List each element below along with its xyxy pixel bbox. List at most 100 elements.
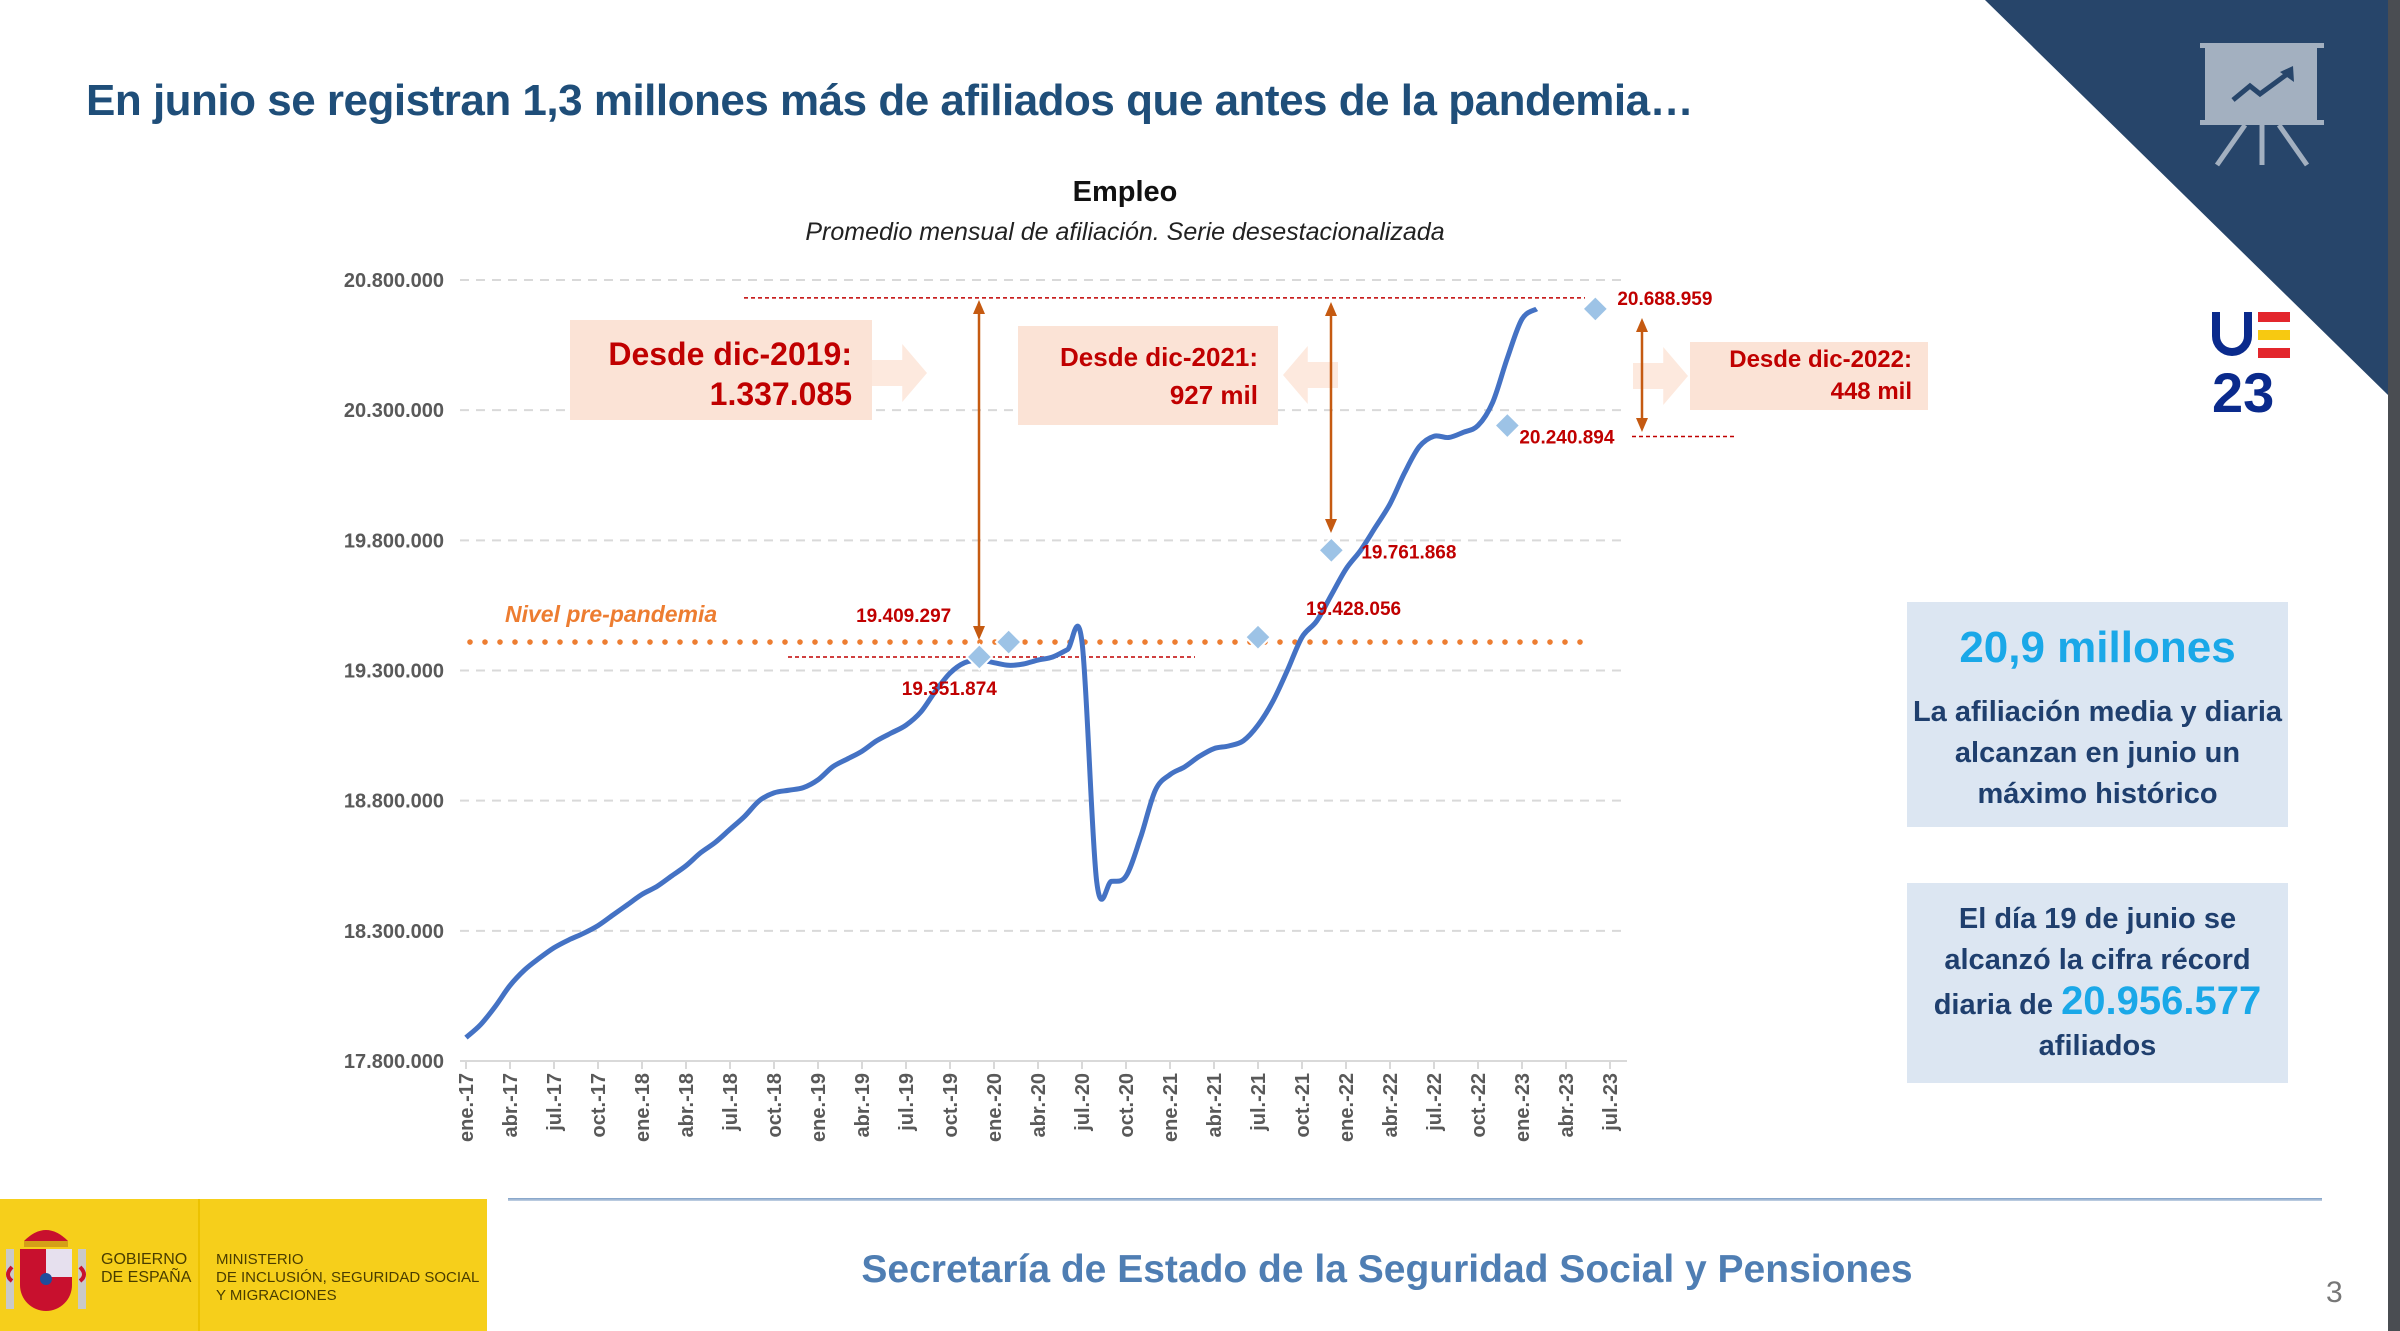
ue23-logo: 23 [2212,312,2290,420]
data-label: 20.688.959 [1617,289,1712,310]
x-axis: ene.-17 abr.-17 jul.-17 oct.-17 ene.-18 abr.-… [456,1060,1627,1142]
range-arrow-2019-head-down [973,626,985,640]
pre-pandemic-dot [887,639,893,645]
y-axis-ticks: 17.800.000 18.300.000 18.800.000 19.300.000… [344,270,444,1073]
window-edge [2388,0,2400,1331]
pre-pandemic-dot [1052,639,1058,645]
pre-pandemic-dot [1427,639,1433,645]
pre-pandemic-dot [842,639,848,645]
range-arrow-2021-head-up [1325,302,1337,316]
pre-pandemic-dot [602,639,608,645]
x-tick-label: oct.-17 [588,1073,610,1137]
pre-pandemic-dot [1337,639,1343,645]
spain-coat-of-arms-icon [6,1230,86,1311]
pre-pandemic-dot [692,639,698,645]
pre-pandemic-dot [1217,639,1223,645]
pre-pandemic-dot [512,639,518,645]
pre-pandemic-dot [767,639,773,645]
pre-pandemic-dot [542,639,548,645]
highlight-markers [965,294,1610,672]
pre-pandemic-dot [677,639,683,645]
pre-pandemic-dot [1517,639,1523,645]
pre-pandemic-dot [872,639,878,645]
callout-label: Desde dic-2022: [1729,346,1912,373]
range-arrow-2021-head-down [1325,519,1337,533]
pre-pandemic-dot [947,639,953,645]
pre-pandemic-dot [1097,639,1103,645]
x-tick-label: ene.-23 [1512,1073,1534,1142]
pre-pandemic-dot [1112,639,1118,645]
chart-subtitle: Promedio mensual de afiliación. Serie de… [805,218,1445,246]
pre-pandemic-dot [737,639,743,645]
pre-pandemic-dot [722,639,728,645]
pre-pandemic-dot [482,639,488,645]
info-record-value: 20.956.577 [2061,979,2262,1023]
pre-pandemic-dot [707,639,713,645]
pre-pandemic-dot [812,639,818,645]
pre-pandemic-label: Nivel pre-pandemia [505,601,717,627]
pre-pandemic-dot [1532,639,1538,645]
pre-pandemic-dot [527,639,533,645]
highlight-marker [1493,411,1522,440]
page-number: 3 [2326,1276,2343,1309]
series-line [464,306,1539,1040]
footer-title: Secretaría de Estado de la Seguridad Soc… [861,1248,1913,1291]
highlight-marker [965,642,994,672]
x-tick-label: abr.-18 [676,1073,698,1137]
pre-pandemic-dot [617,639,623,645]
x-tick-label: jul.-23 [1600,1073,1622,1132]
reference-lines [467,297,1735,658]
x-tick-label: ene.-17 [456,1073,478,1142]
data-label: 19.351.874 [902,679,998,700]
x-tick-label: abr.-17 [500,1073,522,1137]
callout-value: 1.337.085 [709,376,852,412]
y-tick-label: 19.800.000 [344,530,444,552]
x-tick-label: ene.-21 [1160,1073,1182,1142]
ministry-line-1: MINISTERIO [216,1251,304,1268]
svg-text:23: 23 [2212,361,2274,420]
highlight-marker [1581,294,1610,324]
pre-pandemic-dot [1142,639,1148,645]
x-tick-label: oct.-18 [764,1073,786,1137]
x-tick-label: abr.-21 [1204,1073,1226,1137]
x-tick-label: ene.-18 [632,1073,654,1142]
pre-pandemic-dot [1187,639,1193,645]
x-tick-label: jul.-17 [544,1073,566,1132]
pre-pandemic-dot [1577,639,1583,645]
callout-arrow-2019 [872,344,927,402]
callout-label: Desde dic-2021: [1060,342,1258,372]
pre-pandemic-dot [572,639,578,645]
range-arrow-2022-head-down [1636,418,1648,432]
callout-since-dec-2022: Desde dic-2022: 448 mil [1690,342,1928,410]
pre-pandemic-dot [1352,639,1358,645]
callout-value: 927 mil [1169,380,1258,410]
highlight-marker [1243,623,1273,652]
gov-line-1: GOBIERNO [101,1251,188,1268]
callout-label: Desde dic-2019: [608,336,852,372]
gov-line-2: DE ESPAÑA [101,1269,192,1286]
pre-pandemic-dot [1307,639,1313,645]
pre-pandemic-dot [1397,639,1403,645]
pre-pandemic-dot [827,639,833,645]
y-tick-label: 17.800.000 [344,1051,444,1073]
pre-pandemic-dot [647,639,653,645]
x-tick-label: oct.-20 [1116,1073,1138,1137]
pre-pandemic-dot [1367,639,1373,645]
pre-pandemic-dot [1277,639,1283,645]
pre-pandemic-dot [1202,639,1208,645]
info-box-daily-record: El día 19 de junio se alcanzó la cifra r… [1907,883,2288,1083]
pre-pandemic-dot [1322,639,1328,645]
info-text-before: El día 19 de junio se alcanzó la cifra r… [1933,903,2251,1021]
range-arrow-2022-head-up [1636,318,1648,332]
y-tick-label: 19.300.000 [344,661,444,683]
point-labels: 19.351.874 19.409.297 19.428.056 19.761.868… [856,289,1712,700]
pre-pandemic-dot [797,639,803,645]
data-label: 19.428.056 [1306,599,1401,620]
x-tick-label: jul.-19 [896,1073,918,1132]
pre-pandemic-dot [857,639,863,645]
info-text-after: afiliados [2038,1030,2157,1062]
x-tick-label: jul.-18 [720,1073,742,1132]
info-text: La afiliación media y diaria alcanzan en… [1912,696,2283,810]
pre-pandemic-dot [1037,639,1043,645]
data-label: 20.240.894 [1519,428,1615,449]
